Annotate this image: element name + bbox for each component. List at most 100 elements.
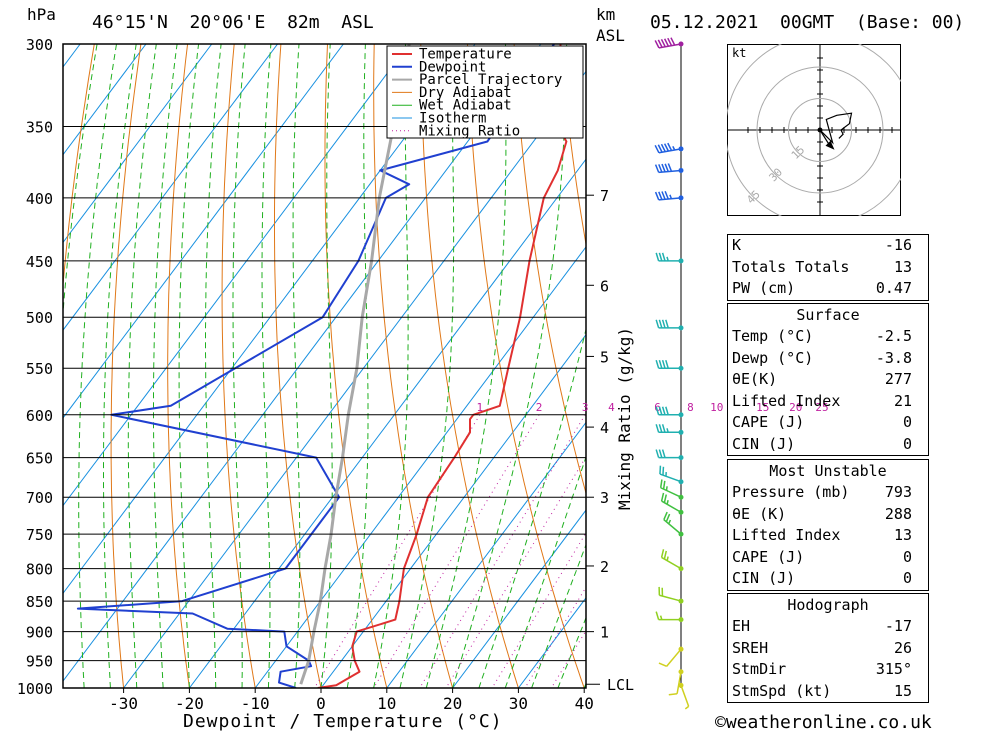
dry-adiabat-line <box>167 44 190 688</box>
hodograph-row: EH -17 <box>732 617 912 635</box>
wind-barb-staff <box>666 648 682 667</box>
pressure-tick-label: 950 <box>26 653 53 671</box>
height-tick-label: 3 <box>600 489 609 507</box>
storm-motion-arrowhead <box>825 140 835 150</box>
wind-barb-feather <box>655 406 660 415</box>
wind-barb-feather <box>658 360 663 369</box>
indices-row-k: K -16 <box>732 236 912 254</box>
wind-barb-feather <box>660 38 666 48</box>
dry-adiabat-line <box>274 44 322 688</box>
legend-entry: Isotherm <box>419 111 486 127</box>
height-tick-label: 4 <box>600 419 609 437</box>
hodograph-table: Hodograph EH -17 SREH 26 StmDir 315° StmSpd… <box>727 593 929 703</box>
wind-barb-feather <box>661 252 666 262</box>
hodograph-row: SREH 26 <box>732 638 912 657</box>
most-unstable-row: θE (K) 288 <box>732 504 912 523</box>
wind-barb <box>659 479 684 500</box>
wind-barb-feather <box>654 40 660 49</box>
hodograph-row: StmDir 315° <box>732 660 912 678</box>
height-unit-label: km <box>596 5 615 24</box>
x-tick-label: 10 <box>377 694 396 713</box>
dry-adiabat-line <box>560 44 586 248</box>
wind-barb-feather <box>658 449 663 458</box>
wind-barb <box>655 406 684 418</box>
isotherm-line <box>63 44 147 156</box>
wind-barb <box>655 319 684 331</box>
surface-row: CAPE (J) 0 <box>732 413 912 431</box>
wind-barb-feather <box>664 190 669 200</box>
pressure-tick-label: 450 <box>26 253 53 271</box>
wind-barb-feather <box>654 191 660 201</box>
most-unstable-row: CAPE (J) 0 <box>732 547 912 566</box>
dewpoint-line <box>76 44 555 688</box>
wet-adiabat-line <box>261 44 272 688</box>
wind-barb-half-feather <box>669 194 673 199</box>
wind-barb-feather <box>665 319 669 329</box>
wind-barb-feather <box>663 511 668 521</box>
pressure-tick-label: 850 <box>26 593 53 611</box>
most-unstable-row: Lifted Index 13 <box>732 526 912 544</box>
mixing-ratio-value-label: 3 <box>582 401 589 414</box>
wind-barb <box>658 646 684 668</box>
wind-barb-feather <box>655 252 660 262</box>
wind-barb <box>668 669 684 696</box>
isotherm-line <box>123 70 586 688</box>
wind-barb-feather <box>660 549 665 558</box>
wind-barb-feather <box>661 191 666 200</box>
wind-barb-feather <box>658 319 663 329</box>
wet-adiabat-line <box>127 44 157 688</box>
wind-barb-feather <box>664 163 669 172</box>
wind-barb-feather <box>668 693 678 696</box>
wind-barb-feather <box>658 424 663 433</box>
isotherm-line <box>63 44 542 682</box>
wind-barb-half-feather <box>666 556 669 561</box>
wind-barb-half-feather <box>665 486 668 491</box>
legend-box <box>386 45 584 139</box>
height-axis: 1 2 3 4 5 6 7 LCL <box>586 187 634 694</box>
wind-barb-feather <box>667 142 673 151</box>
isotherm-line <box>63 44 213 244</box>
wind-barb-feather <box>658 252 663 262</box>
wind-barb <box>655 252 684 264</box>
wind-barb <box>654 163 684 174</box>
wind-barb-feather <box>655 449 660 458</box>
isobars <box>63 43 586 689</box>
x-tick-label: 30 <box>509 694 528 713</box>
wind-barb <box>654 142 684 154</box>
wet-adiabat-line <box>557 616 586 688</box>
wind-barb-feather <box>665 513 671 523</box>
temperature-line <box>317 44 568 688</box>
legend-entry: Dry Adiabat <box>419 85 512 101</box>
pressure-tick-label: 800 <box>26 561 53 579</box>
height-tick-label: 1 <box>600 624 609 642</box>
pressure-tick-label: 500 <box>26 309 53 327</box>
wind-barbs <box>654 37 690 710</box>
wind-barb-feather <box>658 406 663 415</box>
wind-barb-feather <box>655 360 660 369</box>
wind-barb-feather <box>663 38 670 47</box>
wind-barb-feather <box>658 164 663 173</box>
wind-barb-feather <box>657 39 663 48</box>
isotherm-line <box>0 44 14 688</box>
legend-entry: Dewpoint <box>419 59 486 75</box>
legend-entry: Mixing Ratio <box>419 123 520 139</box>
isotherm-line <box>63 44 279 331</box>
isotherm-line <box>452 509 586 688</box>
dry-adiabat-line <box>110 44 142 688</box>
wind-barb <box>655 424 684 435</box>
wind-barb-feather <box>661 424 666 433</box>
copyright-label: ©weatheronline.co.uk <box>715 712 932 733</box>
wet-adiabat-line <box>78 44 117 688</box>
wind-barb-feather <box>658 662 667 668</box>
wet-adiabat-line <box>103 44 137 688</box>
temperature-axis: -30 -20 -10 0 10 20 30 40 <box>109 688 594 713</box>
pressure-tick-label: 300 <box>26 36 53 54</box>
wind-barb-feather <box>660 143 666 153</box>
wind-barb <box>654 37 684 49</box>
wind-barb-half-feather <box>666 500 669 505</box>
wind-barb-staff <box>659 473 682 483</box>
pressure-tick-label: 550 <box>26 360 53 378</box>
wind-barb-feather <box>659 479 663 488</box>
